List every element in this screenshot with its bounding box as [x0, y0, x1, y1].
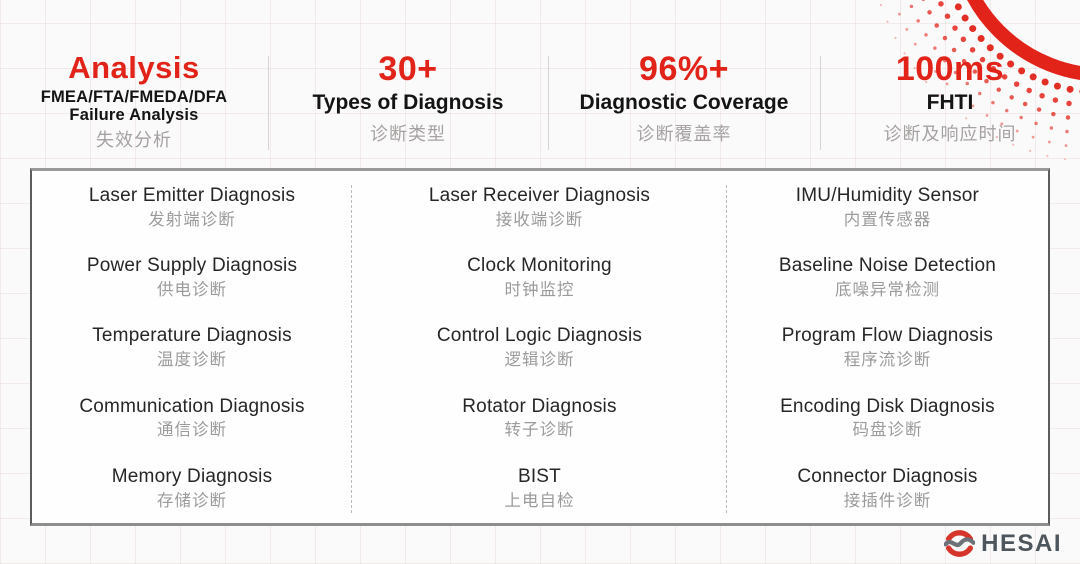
- diagnosis-item: Power Supply Diagnosis 供电诊断: [38, 254, 346, 301]
- stat-value: Analysis: [68, 50, 200, 85]
- diagnosis-item: Memory Diagnosis 存储诊断: [38, 465, 346, 512]
- diagnosis-name-en: Encoding Disk Diagnosis: [780, 395, 995, 417]
- diagnosis-name-zh: 内置传感器: [843, 210, 932, 229]
- diagnosis-item: Laser Emitter Diagnosis 发射端诊断: [38, 184, 346, 231]
- diagnosis-name-en: Laser Emitter Diagnosis: [88, 185, 296, 206]
- stat-label-zh: 诊断类型: [370, 123, 446, 144]
- stat-failure-analysis: Analysis FMEA/FTA/FMEDA/DFA Failure Anal…: [0, 48, 268, 152]
- diagnosis-name-zh: 接插件诊断: [843, 491, 932, 510]
- diagnosis-name-en: Connector Diagnosis: [797, 465, 978, 487]
- diagnosis-item: Communication Diagnosis 通信诊断: [38, 395, 346, 442]
- stat-label-zh: 失效分析: [96, 130, 172, 151]
- diagnosis-item: Control Logic Diagnosis 逻辑诊断: [358, 324, 721, 371]
- stat-fhti: 100ms FHTI 诊断及响应时间: [820, 48, 1080, 152]
- diagnosis-name-zh: 上电自检: [504, 491, 575, 510]
- stat-diagnostic-coverage: 96%+ Diagnostic Coverage 诊断覆盖率: [548, 48, 820, 152]
- header-stats: Analysis FMEA/FTA/FMEDA/DFA Failure Anal…: [0, 48, 1080, 151]
- diagnosis-name-en: Baseline Noise Detection: [778, 255, 996, 277]
- diagnosis-name-en: IMU/Humidity Sensor: [795, 185, 980, 206]
- stat-value: 30+: [378, 50, 438, 88]
- diagnosis-name-en: Program Flow Diagnosis: [781, 325, 994, 347]
- diagnosis-name-en: Memory Diagnosis: [111, 465, 273, 487]
- diagnosis-item: Encoding Disk Diagnosis 码盘诊断: [733, 395, 1042, 442]
- stat-value: 96%+: [639, 50, 729, 88]
- diagnosis-item: Rotator Diagnosis 转子诊断: [358, 395, 721, 442]
- diagnosis-item: Clock Monitoring 时钟监控: [358, 254, 721, 301]
- diagnosis-name-zh: 码盘诊断: [852, 421, 923, 440]
- hesai-logo: HESAI: [944, 528, 1062, 559]
- diagnosis-column-2: Laser Receiver Diagnosis 接收端诊断 Clock Mon…: [351, 171, 727, 523]
- diagnosis-name-zh: 通信诊断: [157, 421, 228, 440]
- stat-label-line2: Failure Analysis: [69, 106, 199, 125]
- diagnosis-item: Baseline Noise Detection 底噪异常检测: [733, 254, 1042, 301]
- diagnosis-name-zh: 程序流诊断: [843, 351, 932, 370]
- diagnosis-name-zh: 发射端诊断: [148, 210, 236, 229]
- stat-label-zh: 诊断覆盖率: [636, 123, 732, 144]
- stat-value: 100ms: [895, 50, 1005, 88]
- diagnosis-name-zh: 转子诊断: [504, 421, 575, 440]
- stat-label-zh: 诊断及响应时间: [883, 123, 1017, 144]
- diagnosis-item: IMU/Humidity Sensor 内置传感器: [733, 184, 1042, 231]
- diagnosis-name-en: Power Supply Diagnosis: [86, 255, 298, 277]
- diagnosis-item: Program Flow Diagnosis 程序流诊断: [733, 324, 1042, 371]
- stat-label: Types of Diagnosis: [312, 90, 504, 114]
- stat-label: Diagnostic Coverage: [579, 90, 789, 114]
- diagnosis-column-1: Laser Emitter Diagnosis 发射端诊断 Power Supp…: [32, 171, 352, 523]
- diagnosis-panel: Laser Emitter Diagnosis 发射端诊断 Power Supp…: [30, 168, 1050, 526]
- diagnosis-name-zh: 接收端诊断: [495, 210, 584, 229]
- diagnosis-name-en: Control Logic Diagnosis: [436, 325, 643, 347]
- stat-diagnosis-types: 30+ Types of Diagnosis 诊断类型: [268, 48, 548, 152]
- diagnosis-name-en: Temperature Diagnosis: [92, 325, 292, 347]
- hesai-logo-icon: [944, 530, 976, 557]
- diagnosis-name-zh: 时钟监控: [504, 280, 575, 299]
- diagnosis-item: BIST 上电自检: [358, 465, 721, 512]
- diagnosis-item: Laser Receiver Diagnosis 接收端诊断: [358, 184, 721, 231]
- hesai-logo-wordmark: HESAI: [981, 529, 1062, 557]
- diagnosis-name-en: Laser Receiver Diagnosis: [428, 185, 651, 206]
- diagnosis-name-en: Clock Monitoring: [467, 255, 612, 277]
- diagnosis-name-zh: 存储诊断: [157, 491, 228, 510]
- diagnosis-name-zh: 底噪异常检测: [834, 280, 940, 299]
- stat-label-line1: FMEA/FTA/FMEDA/DFA: [40, 87, 228, 106]
- diagnosis-name-en: Communication Diagnosis: [79, 395, 305, 417]
- diagnosis-item: Temperature Diagnosis 温度诊断: [38, 324, 346, 371]
- diagnosis-name-en: Rotator Diagnosis: [462, 395, 617, 417]
- diagnosis-name-zh: 供电诊断: [157, 280, 228, 299]
- diagnosis-column-3: IMU/Humidity Sensor 内置传感器 Baseline Noise…: [725, 171, 1048, 523]
- diagnosis-name-zh: 温度诊断: [157, 351, 228, 370]
- stat-label: FHTI: [926, 90, 974, 114]
- diagnosis-name-zh: 逻辑诊断: [504, 351, 575, 370]
- diagnosis-item: Connector Diagnosis 接插件诊断: [733, 465, 1042, 512]
- diagnosis-name-en: BIST: [517, 465, 561, 487]
